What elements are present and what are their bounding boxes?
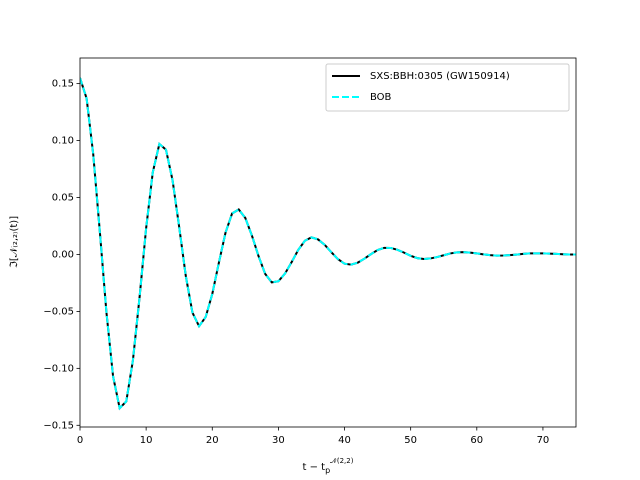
plot-frame — [79, 57, 577, 428]
x-tick-label: 70 — [537, 435, 550, 446]
y-tick-label: −0.05 — [43, 306, 74, 317]
x-label-sup: 𝒩(2,2) — [330, 457, 354, 465]
legend-label: BOB — [370, 92, 392, 103]
x-tick-label: 60 — [470, 435, 483, 446]
y-tick-label: 0.15 — [52, 79, 74, 90]
series-line — [80, 77, 576, 411]
x-label-main: t − t — [303, 462, 326, 473]
x-tick-label: 0 — [77, 435, 83, 446]
x-tick-label: 40 — [338, 435, 351, 446]
y-tick-label: −0.15 — [43, 420, 74, 431]
series-line — [80, 77, 576, 411]
y-tick-label: 0.05 — [52, 193, 74, 204]
legend-box — [325, 63, 570, 112]
y-tick-label: −0.10 — [43, 363, 74, 374]
x-tick-label: 30 — [272, 435, 285, 446]
x-tick-label: 50 — [404, 435, 417, 446]
x-axis-label: t − tp𝒩(2,2) — [303, 457, 354, 475]
y-tick-label: 0.10 — [52, 136, 74, 147]
y-tick-label: 0.00 — [52, 249, 74, 260]
x-label-sub: p — [325, 466, 330, 475]
x-tick-label: 20 — [206, 435, 219, 446]
legend-label: SXS:BBH:0305 (GW150914) — [370, 71, 510, 82]
x-tick-label: 10 — [140, 435, 153, 446]
y-axis-label: ℑ[𝒩₍₂,₂₎(t)] — [9, 216, 20, 268]
